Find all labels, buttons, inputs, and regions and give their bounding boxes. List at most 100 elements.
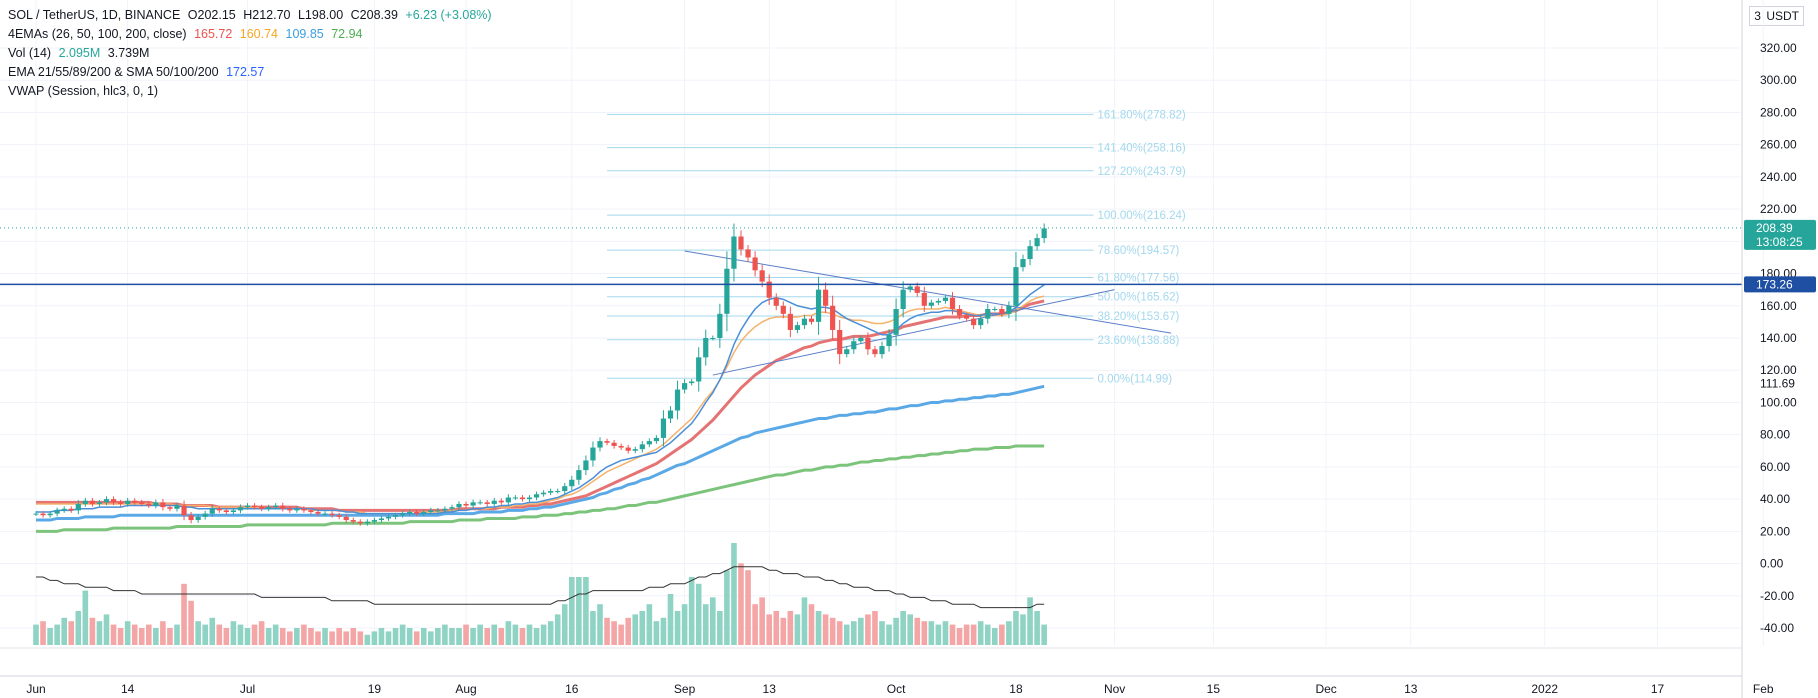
x-tick-label: 15 — [1207, 682, 1221, 696]
legend-ema-sma-row[interactable]: EMA 21/55/89/200 & SMA 50/100/200 172.57 — [8, 63, 492, 82]
volume-bar — [752, 604, 758, 645]
volume-bar — [970, 624, 977, 645]
volume-bar — [745, 570, 751, 645]
volume-bar — [420, 628, 427, 645]
candle-body — [40, 513, 46, 516]
candle-body — [738, 236, 744, 250]
candle-body — [442, 508, 448, 511]
volume-bar — [688, 577, 695, 645]
candle-body — [470, 502, 476, 506]
candle-body — [583, 460, 589, 471]
ema4-value-4: 72.94 — [331, 27, 363, 41]
volume-bar — [223, 628, 230, 645]
candle-body — [562, 486, 568, 492]
volume-bar — [272, 624, 279, 645]
candle-body — [449, 507, 455, 509]
volume-bar — [822, 614, 829, 645]
candle-body — [378, 518, 385, 521]
volume-bar — [561, 604, 568, 645]
volume-bar — [237, 624, 244, 645]
candle-body — [223, 510, 229, 512]
legend-vol-row[interactable]: Vol (14) 2.095M 3.739M — [8, 44, 492, 63]
candle-body — [548, 491, 554, 493]
candle-body — [886, 334, 892, 347]
volume-bar — [900, 611, 906, 645]
trendline[interactable] — [684, 250, 1172, 334]
volume-bar — [724, 570, 730, 645]
candle-body — [526, 497, 533, 500]
y-tick-label: 40.00 — [1760, 492, 1790, 506]
candle-body — [956, 309, 963, 316]
candle-body — [745, 249, 751, 258]
x-tick-label: 13 — [763, 682, 777, 696]
volume-ma-line — [36, 566, 1045, 609]
candle-body — [512, 497, 518, 499]
candle-body — [569, 479, 575, 487]
fib-level-label: 50.00%(165.62) — [1098, 292, 1180, 304]
candle-body — [181, 505, 187, 516]
y-tick-label: -40.00 — [1760, 621, 1794, 635]
volume-bar — [54, 624, 60, 645]
candle-body — [61, 508, 67, 511]
candle-body — [195, 516, 201, 521]
candle-body — [153, 502, 159, 506]
candle-body — [604, 441, 610, 443]
legend-ema4-row[interactable]: 4EMAs (26, 50, 100, 200, close) 165.72 1… — [8, 25, 492, 44]
candle-body — [96, 502, 103, 504]
volume-bar — [385, 631, 392, 645]
trendline[interactable] — [712, 289, 1115, 376]
volume-bar — [435, 628, 441, 645]
volume-bar — [956, 628, 963, 645]
volume-bar — [399, 624, 406, 645]
x-tick-label: 18 — [1009, 682, 1023, 696]
ema-sma-value: 172.57 — [226, 65, 265, 79]
candle-body — [724, 268, 730, 314]
candle-body — [533, 494, 540, 498]
volume-bar — [583, 577, 589, 645]
legend-vwap-row[interactable]: VWAP (Session, hlc3, 0, 1) — [8, 82, 492, 101]
candle-body — [491, 500, 497, 504]
time-axis[interactable]: Jun 14 Jul 19 Aug 16 Sep 13 Oct 18 Nov 15 Dec 13 2022 1… — [26, 682, 1774, 696]
candle-body — [505, 497, 511, 503]
volume-bar — [378, 628, 385, 645]
price-label-bg — [1744, 276, 1816, 293]
volume-bar — [357, 631, 364, 645]
volume-bar — [174, 624, 180, 645]
volume-bar — [632, 614, 639, 645]
vol-value-2: 3.739M — [107, 46, 150, 60]
candle-body — [357, 521, 363, 524]
volume-bar — [329, 631, 335, 645]
volume-bar — [963, 624, 970, 645]
symbol-label[interactable]: SOL / TetherUS, 1D, BINANCE — [8, 8, 181, 22]
legend-symbol-row: SOL / TetherUS, 1D, BINANCE O202.15 H212… — [8, 6, 492, 25]
candle-body — [329, 513, 335, 516]
candle-body — [667, 410, 674, 419]
x-tick-label: Jun — [26, 682, 45, 696]
volume-bar — [590, 611, 596, 645]
fib-level-label: 161.80%(278.82) — [1098, 109, 1186, 121]
fib-level-label: 0.00%(114.99) — [1098, 373, 1173, 385]
price-axis[interactable]: 320.00300.00280.00260.00240.00220.00200.… — [1760, 41, 1797, 635]
candle-body — [371, 520, 377, 522]
volume-bar — [639, 611, 646, 645]
volume-bar — [153, 628, 159, 645]
candle-body — [103, 499, 110, 503]
candle-body — [858, 338, 864, 342]
candle-body — [54, 510, 60, 514]
volume-bar — [258, 621, 265, 645]
fib-retracement[interactable]: 161.80%(278.82) 141.40%(258.16) 127.20%(24… — [607, 109, 1186, 385]
volume-bar — [597, 604, 603, 645]
candle-body — [118, 502, 124, 504]
volume-bar — [505, 621, 512, 645]
ema-green-line — [36, 444, 1045, 533]
candle-body — [188, 515, 194, 521]
candle-body — [435, 510, 441, 512]
x-tick-label: 17 — [1651, 682, 1665, 696]
volume-bar — [392, 628, 399, 645]
volume-bar — [914, 617, 921, 645]
candle-body — [336, 515, 342, 517]
volume-bar — [872, 611, 878, 645]
candle-body — [209, 508, 215, 514]
